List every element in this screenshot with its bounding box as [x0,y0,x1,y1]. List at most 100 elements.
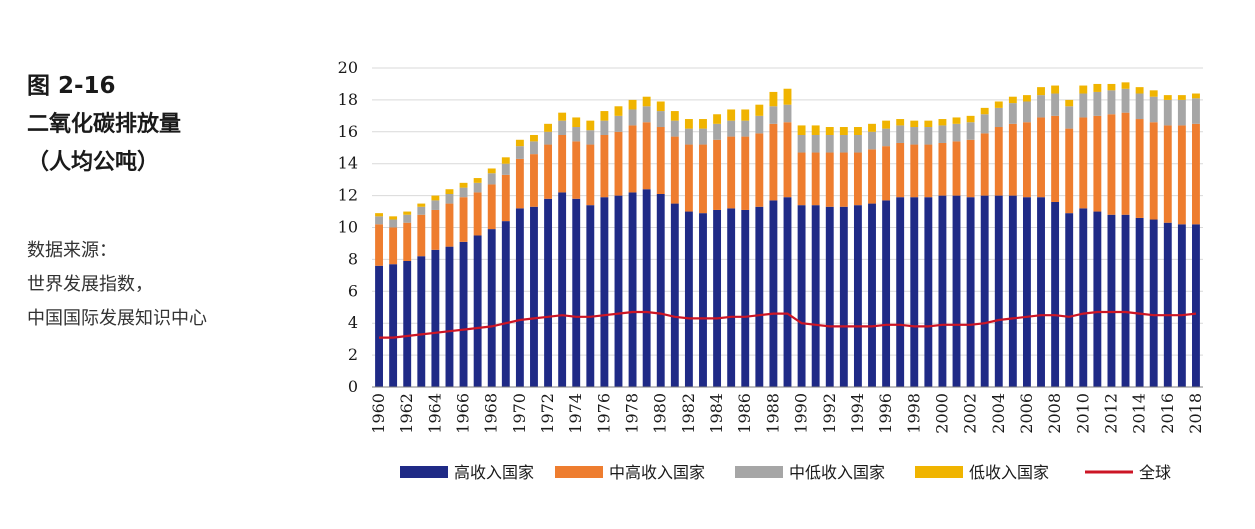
y-tick-label: 6 [348,281,358,300]
bar-segment [614,115,623,132]
bar-segment [727,136,736,209]
bar-segment [966,115,975,123]
bar-segment [868,203,876,387]
stacked-bars [375,82,1200,387]
legend-label: 全球 [1139,463,1171,482]
bar-segment [1107,90,1116,115]
bar-segment [924,197,933,387]
bar-segment [544,198,553,387]
bar-segment [839,127,848,135]
legend: 高收入国家 中高收入国家 中低收入国家 低收入国家 全球 [400,463,1171,482]
bar-segment [544,131,553,145]
bar-segment [882,146,891,201]
bar-segment [1051,201,1060,387]
bar-segment [487,173,496,185]
bar-segment [417,206,426,215]
bar-segment [501,221,510,387]
bar-segment [924,120,933,128]
bar-segment [896,197,905,387]
bar-segment [896,142,905,198]
bar-segment [656,101,665,112]
bar-segment [656,111,665,128]
x-tick-label: 1978 [623,393,642,434]
bar-segment [1192,224,1200,387]
bar-segment [417,203,426,207]
y-tick-label: 16 [338,122,358,141]
bar-segment [586,130,595,145]
x-tick-label: 1980 [651,393,670,434]
x-tick-label: 2000 [932,393,951,434]
bar-segment [797,125,806,135]
x-tick-label: 1970 [510,393,529,434]
bar-segment [515,208,524,387]
x-tick-label: 2010 [1073,393,1092,434]
bar-segment [769,123,778,201]
bar-segment [487,229,496,387]
x-tick-label: 1984 [707,393,726,434]
bar-segment [755,104,764,116]
bar-segment [459,187,468,198]
bar-segment [684,119,693,129]
bar-segment [1163,222,1172,387]
bar-segment [501,157,510,164]
bar-segment [1177,95,1186,100]
bar-segment [445,194,454,204]
bar-segment [530,206,538,387]
bar-segment [1093,83,1102,92]
bar-segment [403,222,412,261]
bar-segment [910,120,919,128]
x-tick-label: 1962 [397,393,416,434]
bar-segment [389,219,398,228]
bar-segment [572,141,581,199]
bar-segment [980,133,989,196]
bar-segment [966,139,975,198]
bar-segment [1008,103,1017,124]
bar-segment [558,134,567,193]
bar-segment [811,134,820,153]
bar-segment [1177,224,1186,387]
bar-segment [839,152,848,207]
bar-segment [1008,195,1017,387]
bar-segment [896,119,905,126]
x-tick-label: 2016 [1158,393,1177,434]
bar-segment [699,119,707,129]
bar-segment [389,264,398,387]
bar-segment [980,107,989,115]
bar-segment [783,197,792,387]
x-tick-label: 1960 [369,393,388,434]
bar-segment [642,106,651,123]
legend-swatch [400,466,448,478]
bar-segment [515,139,524,147]
legend-swatch [555,466,603,478]
bar-segment [572,117,581,128]
y-tick-label: 0 [348,377,358,396]
bar-segment [473,192,482,236]
bar-segment [600,111,609,121]
bar-segment [544,144,553,199]
bar-segment [1022,197,1031,387]
bar-segment [501,163,510,175]
bar-segment [741,136,750,210]
bar-segment [1192,98,1200,124]
y-tick-label: 20 [338,58,358,77]
bar-segment [811,152,820,206]
bar-segment [910,127,919,145]
bar-segment [938,195,947,387]
x-tick-label: 1996 [876,393,895,434]
bar-segment [727,109,736,121]
bar-segment [614,106,623,116]
bar-segment [882,128,891,147]
bar-segment [1065,213,1074,387]
bar-segment [755,115,764,134]
bar-segment [389,227,398,265]
bar-segment [375,224,383,266]
bar-segment [713,123,722,140]
bar-segment [684,144,693,212]
bar-segment [375,213,383,217]
x-tick-label: 2004 [989,393,1008,434]
bar-segment [1163,95,1172,100]
bar-segment [811,205,820,387]
figure-number: 图 2-16 [27,73,116,99]
bar-segment [459,241,468,387]
bar-segment [670,120,679,137]
